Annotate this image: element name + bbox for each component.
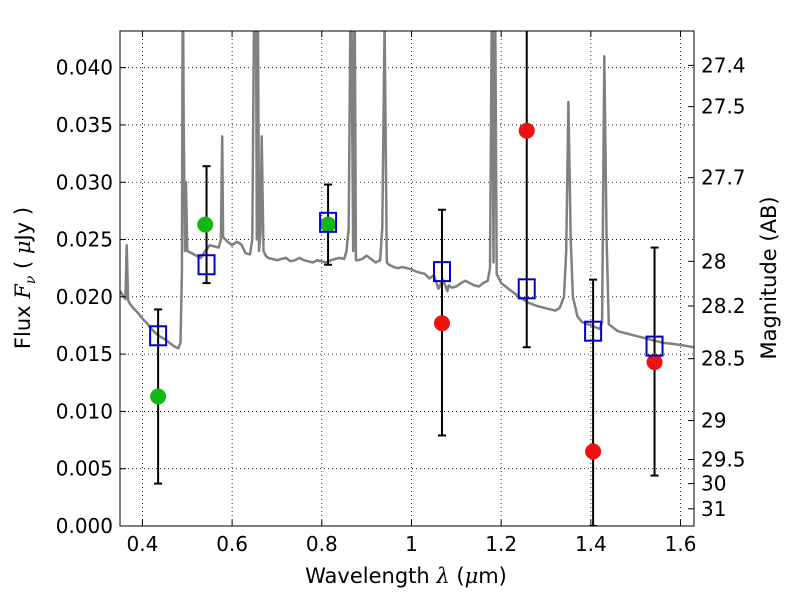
grid: [120, 31, 694, 527]
observed-flux-point: [150, 388, 167, 405]
model-flux-square: [432, 261, 451, 283]
y2-tick-label: 27.7: [701, 166, 746, 190]
y2-tick-label: 27.5: [701, 95, 746, 119]
axes: 0.4 0.6 0.8 1 1.2 1.4 1.6 0.000 0.005 0.010 0.015 0…: [56, 31, 746, 556]
plot-series: [120, 31, 694, 526]
y2-tick-label: 27.4: [701, 53, 746, 77]
y2-tick-label: 28: [701, 249, 726, 273]
y2-tick-label: 30: [701, 472, 726, 496]
y2-tick-label: 29: [701, 409, 726, 433]
x-tick-label: 1.6: [665, 532, 697, 556]
model-flux-square: [517, 278, 536, 300]
observed-flux-point: [585, 443, 602, 460]
observed-flux-point: [646, 354, 663, 371]
y-tick-label: 0.025: [56, 228, 113, 252]
y-tick-label: 0.020: [56, 285, 113, 309]
observed-flux-point: [518, 122, 535, 139]
observed-flux-point: [320, 216, 337, 233]
observed-flux-point: [197, 216, 214, 233]
y-axis-label: Flux Fν ( μJy ): [11, 207, 39, 349]
y-tick-label: 0.035: [56, 113, 113, 137]
y2-tick-label: 31: [701, 497, 726, 521]
y-tick-label: 0.000: [56, 514, 113, 538]
y-tick-label: 0.015: [56, 342, 113, 366]
model-flux-square: [645, 335, 664, 357]
y2-tick-label: 28.5: [701, 347, 746, 371]
x-tick-label: 0.8: [306, 532, 338, 556]
x-tick-label: 0.4: [127, 532, 159, 556]
x-axis-label: Wavelength λ (μm): [305, 564, 507, 588]
x-tick-label: 0.6: [216, 532, 248, 556]
model-spectrum-line: [120, 31, 694, 350]
model-flux-square: [197, 254, 216, 276]
y2-tick-label: 28.2: [701, 294, 746, 318]
x-tick-label: 1.4: [575, 532, 607, 556]
model-flux-square: [584, 320, 603, 342]
y-tick-label: 0.040: [56, 56, 113, 80]
observed-flux-point: [433, 315, 450, 332]
plot-area: [120, 31, 694, 526]
plot-frame: [119, 30, 695, 527]
y-tick-label: 0.005: [56, 457, 113, 481]
model-flux-square: [319, 211, 338, 233]
x-tick-label: 1.2: [485, 532, 517, 556]
y2-axis-label: Magnitude (AB): [757, 196, 781, 359]
y-tick-label: 0.030: [56, 170, 113, 194]
y2-tick-label: 29.5: [701, 448, 746, 472]
model-flux-square: [149, 325, 168, 347]
y-tick-label: 0.010: [56, 399, 113, 423]
x-tick-label: 1: [405, 532, 418, 556]
